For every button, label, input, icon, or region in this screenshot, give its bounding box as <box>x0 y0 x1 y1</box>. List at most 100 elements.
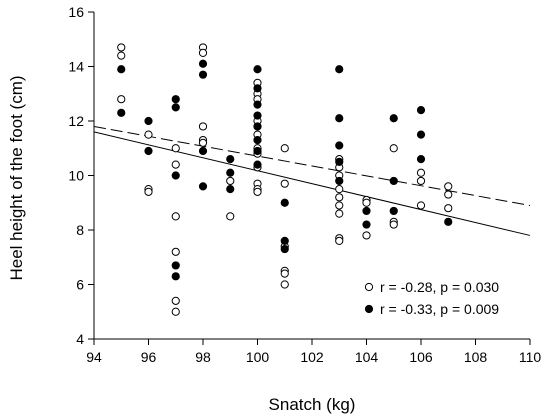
data-point-filled <box>226 155 235 164</box>
data-point-open <box>117 43 126 52</box>
legend-label: r = -0.28, p = 0.030 <box>380 279 499 295</box>
data-point-filled <box>280 244 289 254</box>
data-point-filled <box>253 111 262 120</box>
y-axis-title: Heel height of the foot (cm) <box>7 75 26 280</box>
y-axis: 4 6 8 10 12 14 16 <box>68 4 94 347</box>
data-point-filled <box>117 65 126 74</box>
data-point-filled <box>280 236 289 245</box>
data-point-filled <box>280 198 289 207</box>
data-point-filled <box>389 206 398 216</box>
x-axis-title: Snatch (kg) <box>269 395 356 414</box>
x-tick-label: 108 <box>464 349 488 365</box>
legend-label: r = -0.33, p = 0.009 <box>380 301 499 317</box>
data-point-open <box>144 187 153 196</box>
data-point-filled <box>444 217 453 226</box>
data-point-filled <box>416 155 426 164</box>
data-point-open <box>335 185 344 194</box>
data-point-open <box>389 220 398 229</box>
data-point-open <box>171 212 180 221</box>
data-point-filled <box>253 65 262 74</box>
data-point-open <box>444 182 453 191</box>
data-point-filled <box>253 146 262 156</box>
data-point-filled <box>416 106 426 115</box>
data-point-filled <box>171 95 180 104</box>
data-point-filled <box>389 114 398 123</box>
data-point-filled <box>253 160 262 169</box>
x-tick-label: 100 <box>246 349 270 365</box>
data-point-filled <box>253 100 262 109</box>
y-tick-label: 14 <box>68 59 84 75</box>
x-tick-label: 102 <box>300 349 324 365</box>
legend-marker-open <box>364 282 374 292</box>
data-point-filled <box>144 146 153 156</box>
data-point-filled <box>198 146 208 156</box>
data-point-filled <box>253 84 262 93</box>
data-point-filled <box>198 70 208 79</box>
data-point-filled <box>226 168 235 177</box>
y-tick-label: 6 <box>76 277 84 293</box>
data-point-open <box>280 280 289 289</box>
y-tick-label: 4 <box>76 331 84 347</box>
x-tick-label: 94 <box>86 349 102 365</box>
x-tick-label: 104 <box>355 349 379 365</box>
y-tick-label: 12 <box>68 113 84 129</box>
data-point-filled <box>335 114 344 123</box>
regression-line-filled <box>93 131 531 236</box>
data-point-open <box>362 198 371 207</box>
data-point-filled <box>226 185 235 194</box>
y-tick-label: 8 <box>76 222 84 238</box>
legend: r = -0.28, p = 0.030 r = -0.33, p = 0.009 <box>364 279 499 317</box>
data-point-open <box>389 144 398 153</box>
x-axis: 94 96 98 100 102 104 106 108 110 <box>86 339 541 365</box>
data-point-filled <box>253 122 262 131</box>
x-tick-label: 96 <box>141 349 157 365</box>
data-point-filled <box>335 65 344 74</box>
data-point-open <box>226 176 235 186</box>
y-tick-label: 10 <box>68 168 84 184</box>
data-point-open <box>335 193 344 202</box>
data-point-open <box>171 307 180 316</box>
data-point-filled <box>416 130 426 139</box>
data-point-open <box>117 95 126 104</box>
data-point-open <box>416 168 426 177</box>
data-point-filled <box>389 176 398 186</box>
data-point-filled <box>362 220 371 229</box>
y-tick-label: 16 <box>68 4 84 20</box>
data-point-open <box>335 236 344 245</box>
data-point-filled <box>117 108 126 117</box>
regression-lines <box>93 125 531 236</box>
x-tick-label: 106 <box>409 349 433 365</box>
data-point-filled <box>335 157 344 166</box>
data-point-open <box>198 48 208 57</box>
data-point-open <box>280 269 289 278</box>
data-point-open <box>280 179 289 188</box>
data-point-open <box>171 247 180 256</box>
data-point-filled <box>198 182 208 191</box>
data-point-filled <box>171 261 180 270</box>
data-point-open <box>335 209 344 218</box>
data-point-open <box>444 204 453 213</box>
data-point-filled <box>198 59 208 68</box>
data-point-filled <box>144 116 153 126</box>
data-point-filled <box>362 206 371 216</box>
data-point-filled <box>253 135 262 145</box>
data-point-open <box>117 51 126 60</box>
data-point-open <box>335 201 344 210</box>
data-point-filled <box>335 141 344 150</box>
data-point-open <box>171 160 180 169</box>
data-point-filled <box>171 272 180 281</box>
regression-line-open <box>93 125 531 206</box>
data-point-open <box>171 296 180 305</box>
data-point-open <box>198 138 208 147</box>
data-point-open <box>171 144 180 153</box>
data-point-open <box>253 187 262 196</box>
x-tick-label: 98 <box>195 349 211 365</box>
data-point-filled <box>171 171 180 180</box>
data-markers <box>117 43 453 316</box>
data-point-open <box>280 144 289 153</box>
data-point-open <box>362 231 371 240</box>
data-point-filled <box>171 103 180 112</box>
legend-marker-filled <box>364 304 374 314</box>
